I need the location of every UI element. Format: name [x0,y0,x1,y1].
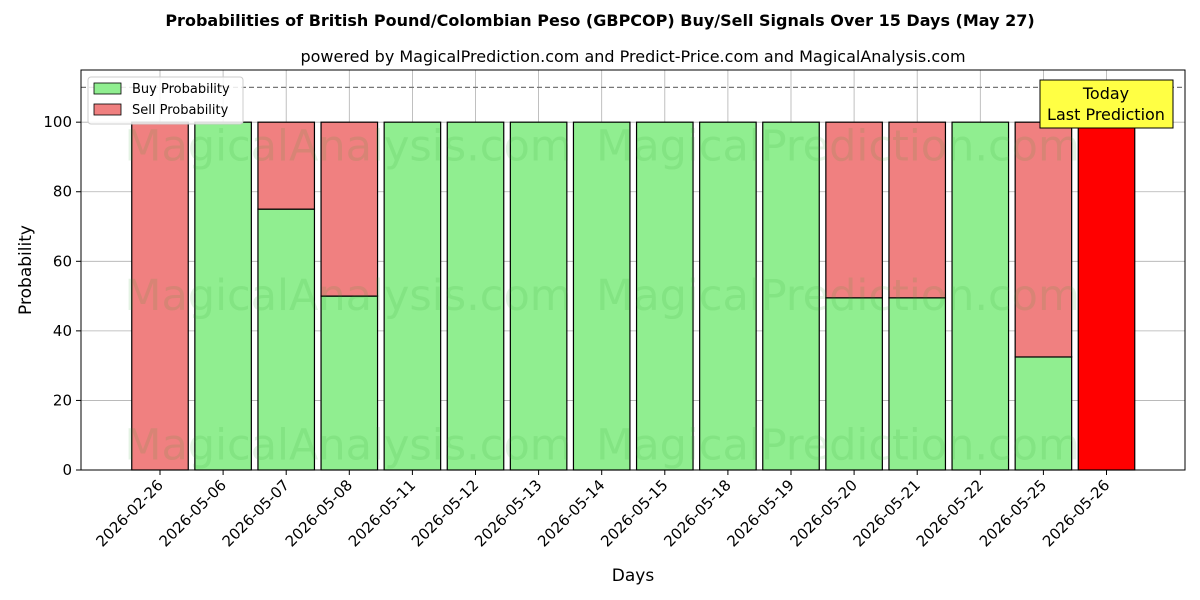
y-ticks: 0 20 40 60 80 100 [43,113,81,479]
y-tick-label: 100 [43,113,72,131]
annotation-box [1039,79,1174,129]
x-tick-label: 2026-05-20 [787,476,861,550]
x-tick-label: 2026-05-12 [408,476,482,550]
x-tick-label: 2026-05-07 [219,476,293,550]
bar-buy [635,121,694,471]
x-tick-label: 2026-05-19 [723,476,797,550]
bar-buy [951,121,1010,471]
bar-buy [509,121,568,471]
x-tick-label: 2026-05-25 [976,476,1050,550]
x-tick-label: 2026-05-14 [534,476,608,550]
legend-box [87,76,244,125]
watermark-text: MagicalAnalysis.com [124,122,571,172]
bar-buy [762,121,820,471]
x-tick-label: 2026-05-06 [156,476,230,550]
bar-buy [1014,356,1073,471]
today-annotation: Today Last Prediction [1039,79,1174,129]
bar-sell [320,121,379,297]
x-tick-label: 2026-05-22 [913,476,987,550]
y-tick-label: 40 [53,322,72,340]
chart-subtitle: powered by MagicalPrediction.com and Pre… [300,47,965,66]
bar-sell [888,121,947,299]
x-tick-label: 2026-05-26 [1039,476,1113,550]
x-tick-label: 2026-05-18 [660,476,734,550]
bar-buy [320,295,379,471]
watermark-text: MagicalPrediction.com [596,421,1080,471]
x-tick-label: 2026-05-15 [597,476,671,550]
bar-sell [257,121,316,210]
bar-buy [825,297,883,471]
watermark-text: MagicalPrediction.com [596,122,1080,172]
x-ticks: 2026-02-262026-05-062026-05-072026-05-08… [92,470,1113,550]
annotation-line-1: Today [1082,84,1129,103]
bar-buy [257,208,316,471]
legend-label-buy: Buy Probability [132,82,230,97]
watermark-text: MagicalAnalysis.com [124,421,571,471]
y-tick-label: 20 [53,391,72,409]
x-axis-label: Days [612,566,655,586]
bar-buy [446,121,505,471]
watermark-text: MagicalPrediction.com [596,271,1080,321]
x-tick-label: 2026-05-08 [282,476,356,550]
bar-sell-today [1077,121,1136,471]
y-tick-label: 60 [53,252,72,270]
x-tick-label: 2026-05-13 [471,476,545,550]
legend-swatch-buy [93,82,122,95]
y-axis-label: Probability [16,225,36,315]
bar-sell [1014,121,1073,358]
bar-buy [572,121,631,471]
legend: Buy Probability Sell Probability [87,76,244,125]
bar-buy [699,121,757,471]
watermark-layer: MagicalAnalysis.com MagicalPrediction.com… [124,122,1080,471]
legend-swatch-sell [93,103,122,116]
y-tick-label: 80 [53,183,72,201]
legend-label-sell: Sell Probability [132,103,229,118]
plot-frame [80,69,1186,471]
bars-layer [131,121,1136,471]
bar-sell [825,121,883,299]
x-tick-label: 2026-05-11 [345,476,419,550]
x-tick-label: 2026-05-21 [850,476,924,550]
y-tick-label: 0 [62,461,72,479]
chart-title: Probabilities of British Pound/Colombian… [165,11,1034,30]
bar-buy [888,297,947,471]
x-tick-label: 2026-02-26 [92,476,166,550]
bar-buy [383,121,442,471]
watermark-text: MagicalAnalysis.com [124,271,571,321]
annotation-line-2: Last Prediction [1047,105,1165,124]
